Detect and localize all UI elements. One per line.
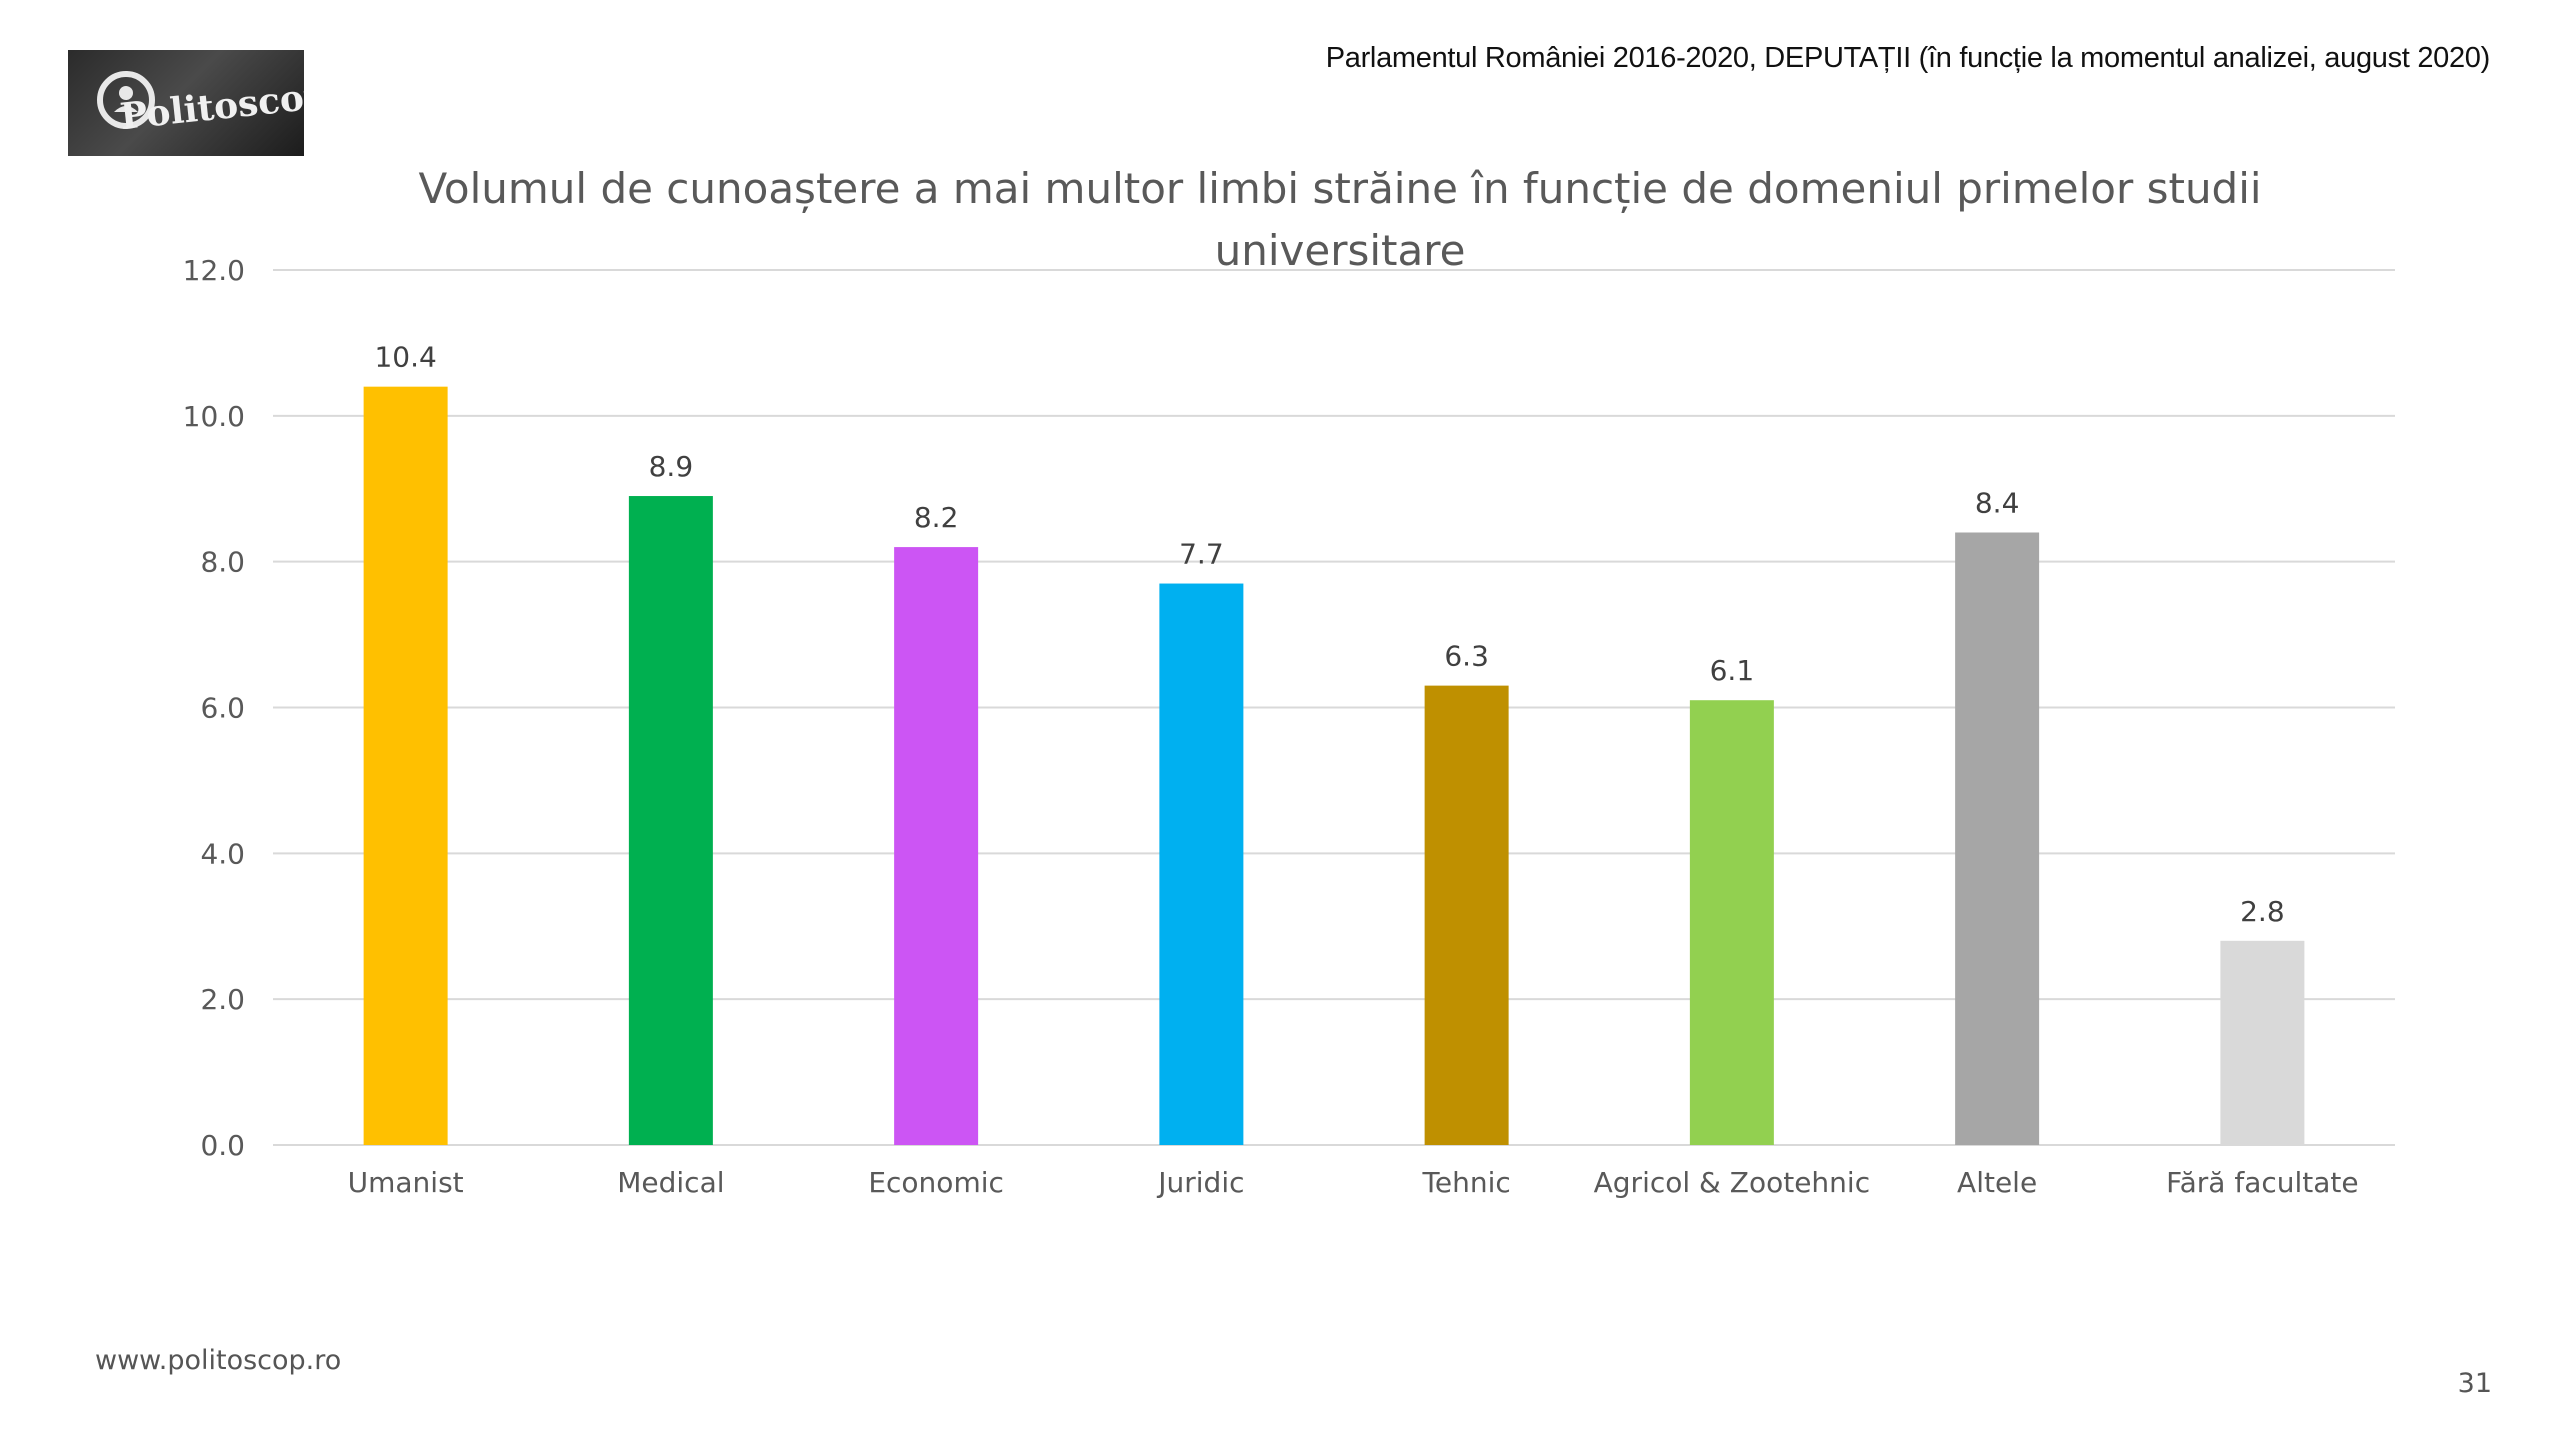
y-tick-label: 0.0 (200, 1129, 245, 1162)
data-label: 8.9 (649, 450, 694, 483)
y-tick-label: 4.0 (200, 837, 245, 870)
x-tick-label: Tehnic (1422, 1166, 1511, 1199)
bar-economic (894, 547, 979, 1145)
y-tick-label: 6.0 (200, 692, 245, 725)
bar-f-r-facultate (2220, 940, 2305, 1145)
x-tick-label: Altele (1957, 1166, 2037, 1199)
x-tick-label: Juridic (1156, 1166, 1244, 1199)
data-label: 6.3 (1444, 640, 1489, 673)
bar-tehnic (1424, 685, 1509, 1145)
y-tick-label: 8.0 (200, 546, 245, 579)
presentation-subtitle: Parlamentul României 2016-2020, DEPUTAȚI… (1325, 42, 2491, 74)
bar-umanist (363, 386, 448, 1146)
y-axis-ticks: 0.0 2.0 4.0 6.0 8.0 10.0 12.0 (183, 254, 245, 1162)
gridlines (273, 269, 2395, 1146)
x-tick-label: Economic (868, 1166, 1004, 1199)
y-tick-label: 12.0 (183, 254, 245, 287)
bar-agricol-zootehnic (1689, 700, 1774, 1145)
data-label: 10.4 (374, 341, 436, 374)
footer-url[interactable]: www.politoscop.ro (95, 1345, 342, 1376)
chart-title: Volumul de cunoaștere a mai multor limbi… (418, 164, 2261, 275)
logo-graphic: Politoscop (97, 71, 304, 138)
x-axis-labels: Umanist Medical Economic Juridic Tehnic Agric… (348, 1166, 2359, 1199)
chart-title-line: Volumul de cunoaștere a mai multor limbi… (418, 164, 2261, 213)
data-label: 2.8 (2240, 895, 2285, 928)
data-label: 6.1 (1710, 654, 1755, 687)
x-tick-label: Medical (617, 1166, 724, 1199)
x-tick-label: Umanist (348, 1166, 464, 1199)
data-label: 7.7 (1179, 538, 1224, 571)
bar-juridic (1159, 583, 1244, 1145)
page-number: 31 (2457, 1368, 2492, 1399)
chart-title-line: universitare (1215, 226, 1466, 275)
y-tick-label: 2.0 (200, 983, 245, 1016)
data-label: 8.2 (914, 501, 959, 534)
politoscop-logo: Politoscop (68, 50, 304, 156)
x-tick-label: Fără facultate (2166, 1166, 2359, 1199)
data-label: 8.4 (1975, 487, 2020, 520)
bar-altele (1955, 532, 2040, 1145)
bars (363, 386, 2305, 1146)
y-tick-label: 10.0 (183, 400, 245, 433)
data-labels: 10.4 8.9 8.2 7.7 6.3 6.1 8.4 2.8 (374, 341, 2284, 928)
bar-medical (628, 496, 713, 1146)
x-tick-label: Agricol & Zootehnic (1594, 1166, 1870, 1199)
